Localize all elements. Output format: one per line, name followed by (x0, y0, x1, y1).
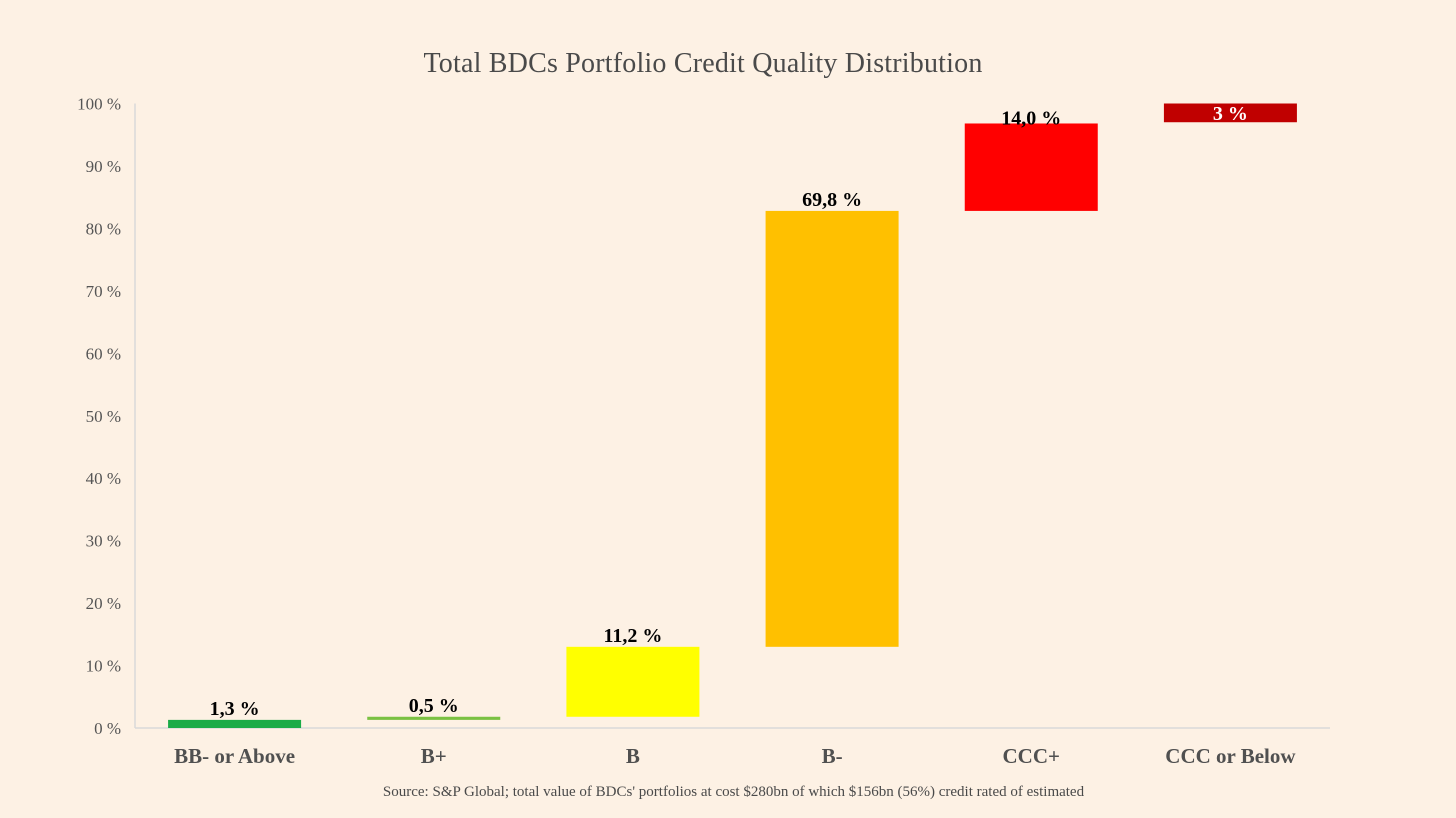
y-tick-label: 30 % (86, 532, 121, 551)
x-tick-label: B (626, 744, 640, 768)
y-tick-label: 10 % (86, 657, 121, 676)
x-tick-label: B+ (421, 744, 447, 768)
y-tick-label: 70 % (86, 282, 121, 301)
y-tick-label: 40 % (86, 469, 121, 488)
data-label: 1,3 % (210, 698, 260, 720)
bar (765, 210, 899, 647)
bar (367, 716, 501, 720)
y-tick-label: 50 % (86, 407, 121, 426)
x-tick-label: CCC+ (1003, 744, 1060, 768)
y-tick-label: 60 % (86, 344, 121, 363)
source-note: Source: S&P Global; total value of BDCs'… (382, 784, 1085, 800)
chart-title: Total BDCs Portfolio Credit Quality Dist… (423, 48, 983, 79)
y-tick-label: 100 % (77, 95, 121, 114)
data-label: 11,2 % (603, 625, 662, 647)
x-tick-label: B- (822, 744, 843, 768)
bar (566, 646, 700, 717)
data-label: 3 % (1213, 103, 1248, 125)
bar (1163, 103, 1297, 123)
y-tick-label: 20 % (86, 594, 121, 613)
y-tick-label: 80 % (86, 219, 121, 238)
x-tick-label: CCC or Below (1165, 744, 1296, 768)
x-tick-label: BB- or Above (174, 744, 295, 768)
y-tick-label: 90 % (86, 157, 121, 176)
data-label: 69,8 % (802, 189, 862, 211)
data-label: 0,5 % (409, 695, 459, 717)
y-tick-label: 0 % (94, 719, 121, 738)
bar (168, 719, 302, 728)
data-label: 14,0 % (1001, 107, 1061, 129)
bar (964, 123, 1098, 211)
